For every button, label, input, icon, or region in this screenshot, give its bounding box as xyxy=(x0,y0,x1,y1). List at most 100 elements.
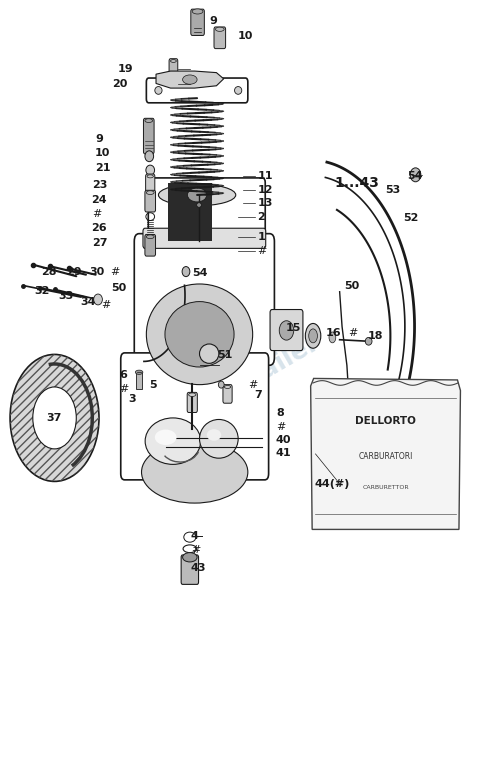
FancyBboxPatch shape xyxy=(143,118,154,154)
Ellipse shape xyxy=(309,329,317,343)
Text: 54: 54 xyxy=(192,268,208,278)
Text: 50: 50 xyxy=(112,283,127,293)
Text: 43: 43 xyxy=(191,563,207,573)
Ellipse shape xyxy=(200,344,219,364)
Ellipse shape xyxy=(146,191,154,194)
Text: Parts-Retailer: Parts-Retailer xyxy=(142,329,324,448)
Ellipse shape xyxy=(33,387,76,449)
Ellipse shape xyxy=(147,175,154,178)
Text: 8: 8 xyxy=(277,408,285,418)
Text: 12: 12 xyxy=(258,184,273,194)
Ellipse shape xyxy=(165,301,234,367)
Ellipse shape xyxy=(146,284,253,385)
Ellipse shape xyxy=(155,86,162,94)
Text: 23: 23 xyxy=(92,180,107,190)
Ellipse shape xyxy=(188,188,207,202)
Text: 53: 53 xyxy=(385,185,401,195)
Ellipse shape xyxy=(94,294,103,305)
Ellipse shape xyxy=(207,429,221,441)
Text: 1...43: 1...43 xyxy=(334,176,379,190)
Ellipse shape xyxy=(183,75,197,84)
FancyBboxPatch shape xyxy=(148,178,265,249)
FancyBboxPatch shape xyxy=(146,78,248,103)
Text: 24: 24 xyxy=(91,194,106,204)
Text: 3: 3 xyxy=(128,394,136,403)
Text: 44(#): 44(#) xyxy=(314,479,350,489)
FancyBboxPatch shape xyxy=(187,392,197,413)
Text: #: # xyxy=(119,384,128,393)
Ellipse shape xyxy=(146,166,155,175)
Text: 54: 54 xyxy=(407,172,423,181)
Text: 9: 9 xyxy=(96,134,104,145)
FancyBboxPatch shape xyxy=(214,27,226,49)
Ellipse shape xyxy=(10,354,99,482)
Text: 29: 29 xyxy=(67,267,82,277)
Text: 7: 7 xyxy=(255,390,262,399)
Text: 13: 13 xyxy=(258,198,273,208)
FancyBboxPatch shape xyxy=(134,234,275,365)
Ellipse shape xyxy=(305,323,321,348)
Text: 20: 20 xyxy=(113,79,128,89)
Text: 37: 37 xyxy=(46,413,62,423)
Text: 32: 32 xyxy=(34,286,50,296)
Ellipse shape xyxy=(200,420,238,458)
Ellipse shape xyxy=(182,267,190,277)
Text: 52: 52 xyxy=(403,213,419,223)
Text: 9: 9 xyxy=(209,16,217,26)
Text: #: # xyxy=(276,422,285,432)
Ellipse shape xyxy=(171,60,176,62)
Ellipse shape xyxy=(218,382,224,388)
Text: 40: 40 xyxy=(276,434,292,444)
Ellipse shape xyxy=(410,168,421,182)
Text: 41: 41 xyxy=(276,448,292,458)
Text: 28: 28 xyxy=(41,267,56,277)
Text: 33: 33 xyxy=(58,291,74,301)
FancyBboxPatch shape xyxy=(146,174,155,196)
Text: #: # xyxy=(191,545,200,555)
Text: #: # xyxy=(348,328,358,338)
FancyBboxPatch shape xyxy=(270,309,303,350)
Bar xyxy=(168,183,211,242)
FancyBboxPatch shape xyxy=(223,385,232,403)
Ellipse shape xyxy=(145,418,201,465)
Text: 15: 15 xyxy=(285,323,301,333)
Bar xyxy=(136,372,142,389)
Text: 10: 10 xyxy=(238,31,254,41)
Text: 2: 2 xyxy=(258,212,265,222)
FancyBboxPatch shape xyxy=(169,59,178,86)
Ellipse shape xyxy=(365,337,372,345)
Ellipse shape xyxy=(197,203,201,207)
Text: 21: 21 xyxy=(95,163,110,172)
Ellipse shape xyxy=(225,385,231,388)
Text: 26: 26 xyxy=(91,223,106,233)
Text: 10: 10 xyxy=(95,148,110,159)
Text: CARBURATORI: CARBURATORI xyxy=(358,452,413,462)
FancyBboxPatch shape xyxy=(145,235,156,256)
Text: 50: 50 xyxy=(345,281,360,291)
Text: #: # xyxy=(110,267,120,277)
Text: #: # xyxy=(101,300,110,310)
FancyBboxPatch shape xyxy=(121,353,269,480)
Text: 5: 5 xyxy=(149,380,157,389)
Ellipse shape xyxy=(158,184,236,206)
Text: CARBURETTOR: CARBURETTOR xyxy=(362,485,409,490)
Ellipse shape xyxy=(329,332,336,343)
Text: 16: 16 xyxy=(326,328,342,338)
Text: DELLORTO: DELLORTO xyxy=(355,416,416,426)
Ellipse shape xyxy=(184,532,196,542)
Text: 18: 18 xyxy=(367,331,382,341)
Ellipse shape xyxy=(145,151,154,162)
Polygon shape xyxy=(311,378,460,529)
Ellipse shape xyxy=(135,370,143,375)
Ellipse shape xyxy=(183,552,197,562)
Ellipse shape xyxy=(215,27,224,31)
Ellipse shape xyxy=(192,9,203,14)
Polygon shape xyxy=(156,71,224,88)
Ellipse shape xyxy=(155,430,176,445)
Text: 6: 6 xyxy=(119,370,127,379)
Ellipse shape xyxy=(235,86,242,94)
Text: #: # xyxy=(248,381,257,390)
Ellipse shape xyxy=(141,441,248,503)
Text: #: # xyxy=(92,209,102,219)
FancyBboxPatch shape xyxy=(191,9,204,36)
